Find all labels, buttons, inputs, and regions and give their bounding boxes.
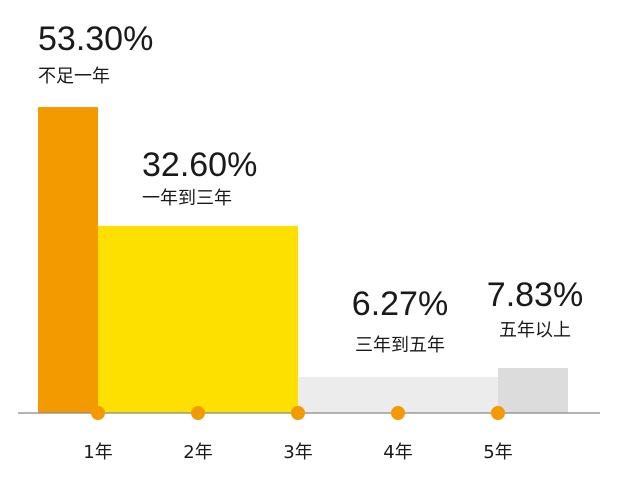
x-tick-marker-4 [391,406,405,420]
x-tick-label-3: 3年 [283,442,312,463]
bar-2-value-label: 32.60% [142,146,257,184]
bar-1 [38,107,98,414]
x-tick-marker-2 [191,406,205,420]
x-tick-label-1: 1年 [83,442,112,463]
x-tick-label-5: 5年 [483,442,512,463]
bar-3-category-label: 三年到五年 [355,335,445,356]
bar-1-category-label: 不足一年 [38,66,110,87]
x-tick-label-4: 4年 [383,442,412,463]
bar-4-category-label: 五年以上 [499,320,571,341]
x-tick-marker-5 [491,406,505,420]
bar-4-value-label: 7.83% [487,276,583,314]
bar-2 [98,225,298,413]
x-tick-marker-3 [291,406,305,420]
bar-1-value-label: 53.30% [38,20,153,58]
x-tick-marker-1 [91,406,105,420]
bar-4 [498,368,568,413]
x-tick-label-2: 2年 [183,442,212,463]
bar-3-value-label: 6.27% [352,285,448,323]
bar-2-category-label: 一年到三年 [142,188,232,209]
